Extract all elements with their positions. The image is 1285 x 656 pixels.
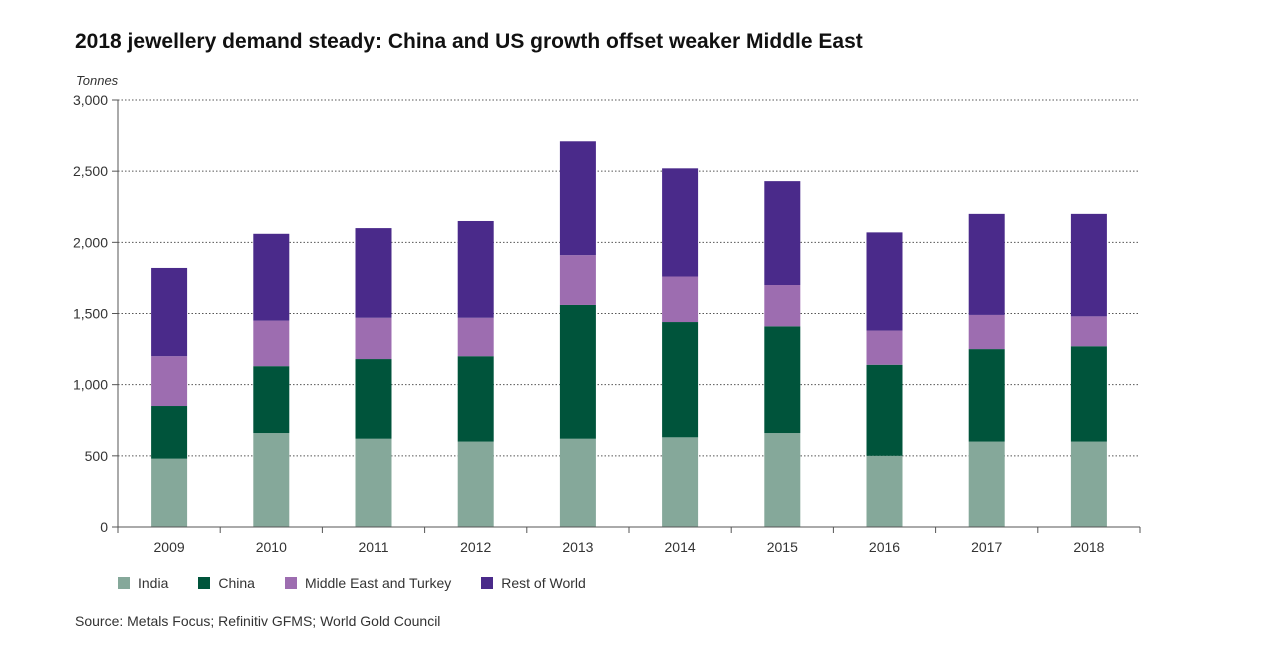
bar-segment-rest-of-world-2010 — [253, 233, 290, 321]
legend-item-middle-east-and-turkey: Middle East and Turkey — [284, 575, 452, 591]
legend-swatch — [284, 577, 297, 589]
bar-segment-middle-east-and-turkey-2010 — [253, 320, 290, 367]
bar-segment-india-2015 — [764, 433, 801, 527]
y-tick-label: 1,500 — [73, 306, 108, 322]
y-axis-label: Tonnes — [76, 73, 119, 88]
legend-swatch — [118, 577, 130, 589]
bar-segment-middle-east-and-turkey-2016 — [866, 330, 903, 365]
bar-segment-middle-east-and-turkey-2015 — [764, 285, 801, 327]
legend-swatch — [481, 577, 494, 589]
bar-segment-china-2013 — [559, 304, 596, 439]
bar-segment-rest-of-world-2011 — [355, 228, 392, 318]
bar-segment-rest-of-world-2016 — [866, 232, 903, 331]
x-tick-label: 2011 — [358, 539, 388, 555]
legend: India China Middle East and Turkey Rest of … — [118, 575, 616, 591]
bar-segment-rest-of-world-2013 — [559, 141, 596, 256]
bar-segment-china-2012 — [457, 356, 494, 442]
bar-segment-india-2018 — [1070, 441, 1107, 527]
x-tick-label: 2014 — [665, 539, 696, 555]
bar-segment-india-2011 — [355, 438, 392, 527]
legend-item-china: China — [198, 575, 255, 591]
y-tick-label: 3,000 — [73, 92, 108, 108]
bar-segment-rest-of-world-2018 — [1070, 213, 1107, 317]
bar-segment-middle-east-and-turkey-2013 — [559, 255, 596, 305]
bar-segment-middle-east-and-turkey-2012 — [457, 317, 494, 357]
x-tick-label: 2010 — [256, 539, 287, 555]
bar-segment-china-2009 — [151, 406, 188, 459]
y-tick-label: 2,500 — [73, 163, 108, 179]
bar-segment-india-2014 — [662, 437, 699, 527]
bar-segment-middle-east-and-turkey-2014 — [662, 276, 699, 323]
bar-segment-china-2011 — [355, 359, 392, 439]
legend-swatch — [198, 577, 211, 589]
y-tick-label: 2,000 — [73, 234, 108, 250]
legend-label: Middle East and Turkey — [304, 575, 452, 591]
bar-segment-middle-east-and-turkey-2017 — [968, 314, 1005, 350]
y-tick-label: 1,000 — [73, 377, 108, 393]
legend-label: Rest of World — [501, 575, 586, 591]
y-tick-label: 500 — [85, 448, 109, 464]
bar-segment-china-2016 — [866, 364, 903, 456]
bar-segment-india-2009 — [151, 458, 188, 527]
x-tick-label: 2012 — [460, 539, 491, 555]
bar-segment-india-2012 — [457, 441, 494, 527]
x-tick-label: 2015 — [767, 539, 798, 555]
legend-label: India — [138, 575, 169, 591]
bar-segment-china-2010 — [253, 366, 290, 434]
legend-label: China — [218, 575, 255, 591]
bar-segment-china-2017 — [968, 349, 1005, 442]
bar-segment-rest-of-world-2014 — [662, 168, 699, 277]
x-tick-label: 2016 — [869, 539, 900, 555]
bar-segment-rest-of-world-2009 — [151, 267, 188, 357]
source-note: Source: Metals Focus; Refinitiv GFMS; Wo… — [75, 613, 441, 629]
chart-title: 2018 jewellery demand steady: China and … — [75, 30, 863, 53]
bar-segment-middle-east-and-turkey-2009 — [151, 356, 188, 407]
legend-item-rest-of-world: Rest of World — [481, 575, 586, 591]
x-tick-label: 2018 — [1073, 539, 1104, 555]
bar-segment-china-2015 — [764, 326, 801, 434]
bar-segment-middle-east-and-turkey-2018 — [1070, 316, 1107, 347]
bar-segment-china-2018 — [1070, 346, 1107, 442]
x-tick-label: 2013 — [562, 539, 593, 555]
y-tick-label: 0 — [100, 519, 108, 535]
bar-segment-india-2017 — [968, 441, 1005, 527]
bar-segment-china-2014 — [662, 322, 699, 438]
bar-segment-rest-of-world-2017 — [968, 213, 1005, 315]
bar-segment-india-2013 — [559, 438, 596, 527]
bar-segment-india-2010 — [253, 433, 290, 527]
bar-segment-rest-of-world-2015 — [764, 181, 801, 286]
x-tick-label: 2009 — [154, 539, 185, 555]
bar-segment-india-2016 — [866, 455, 903, 527]
bar-segment-rest-of-world-2012 — [457, 220, 494, 318]
x-tick-label: 2017 — [971, 539, 1002, 555]
bar-segment-middle-east-and-turkey-2011 — [355, 317, 392, 360]
legend-item-india: India — [118, 575, 168, 591]
